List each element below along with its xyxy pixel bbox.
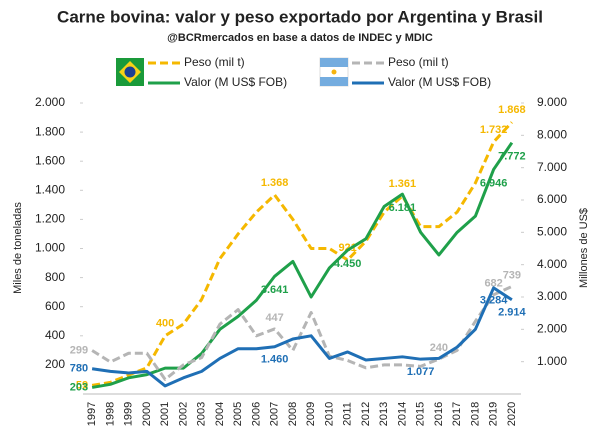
data-label: 1.460	[261, 354, 289, 366]
data-label: 299	[70, 344, 88, 356]
y-tick-label: 1.400	[35, 182, 65, 196]
y-tick-label: 1.000	[35, 241, 65, 255]
brazil-flag	[116, 58, 144, 86]
x-tick-label: 2004	[214, 402, 226, 426]
data-label: 6.946	[480, 177, 508, 189]
x-tick-label: 2007	[269, 402, 281, 426]
y2-tick-label: 5.000	[537, 225, 567, 239]
data-label: 3.641	[261, 284, 289, 296]
y-tick-label: 600	[45, 299, 65, 313]
data-label: 1.868	[498, 104, 526, 116]
y-tick-label: 2.000	[35, 95, 65, 109]
x-tick-label: 2001	[159, 402, 171, 426]
data-label: 1.732	[480, 124, 508, 136]
x-tick-label: 2009	[305, 402, 317, 426]
data-label: 400	[156, 318, 174, 330]
chart-subtitle: @BCRmercados en base a datos de INDEC y …	[167, 32, 433, 44]
x-tick-label: 2011	[342, 402, 354, 426]
x-tick-label: 2014	[396, 402, 408, 426]
data-label: 6.181	[389, 202, 417, 214]
y-tick-label: 1.200	[35, 212, 65, 226]
x-tick-label: 2015	[415, 402, 427, 426]
y2-tick-label: 8.000	[537, 128, 567, 142]
data-label: 447	[265, 312, 283, 324]
y2-tick-label: 2.000	[537, 322, 567, 336]
y-tick-label: 200	[45, 357, 65, 371]
x-tick-label: 2000	[141, 402, 153, 426]
x-tick-label: 2003	[196, 402, 208, 426]
legend-label: Peso (mil t)	[388, 55, 449, 69]
x-tick-label: 2018	[469, 402, 481, 426]
x-tick-label: 2016	[433, 402, 445, 426]
series-line	[91, 121, 513, 387]
data-label: 4.450	[334, 258, 362, 270]
x-tick-label: 2008	[287, 402, 299, 426]
data-label: 203	[70, 381, 88, 393]
x-tick-label: 2019	[488, 402, 500, 426]
y-tick-label: 400	[45, 328, 65, 342]
y-tick-label: 1.600	[35, 153, 65, 167]
y-axis-title: Miles de toneladas	[12, 202, 24, 294]
y2-tick-label: 6.000	[537, 192, 567, 206]
x-tick-label: 2020	[506, 402, 518, 426]
legend-label: Peso (mil t)	[184, 55, 245, 69]
data-label: 739	[503, 269, 521, 281]
y2-axis-title: Millones de US$	[578, 208, 590, 288]
series-line	[91, 286, 513, 388]
series-line	[91, 285, 513, 381]
y-tick-label: 1.800	[35, 124, 65, 138]
data-label: 1.077	[407, 366, 435, 378]
data-label: 59	[76, 379, 88, 391]
legend-label: Valor (M US$ FOB)	[388, 75, 491, 89]
data-label: 921	[338, 242, 356, 254]
argentina-flag	[319, 57, 349, 87]
x-tick-label: 2017	[451, 402, 463, 426]
y2-tick-label: 4.000	[537, 257, 567, 271]
data-label: 240	[430, 342, 448, 354]
data-label: 1.368	[261, 177, 289, 189]
y2-tick-label: 3.000	[537, 289, 567, 303]
x-tick-label: 2005	[232, 402, 244, 426]
data-label: 7.772	[498, 151, 526, 163]
chart-title: Carne bovina: valor y peso exportado por…	[57, 7, 543, 26]
data-label: 682	[484, 278, 502, 290]
x-tick-label: 2006	[250, 402, 262, 426]
x-tick-label: 2010	[323, 402, 335, 426]
x-tick-label: 1997	[86, 402, 98, 426]
y-tick-label: 800	[45, 270, 65, 284]
data-label: 3.284	[480, 295, 508, 307]
y2-tick-label: 7.000	[537, 160, 567, 174]
x-tick-label: 1998	[104, 402, 116, 426]
x-tick-label: 1999	[123, 402, 135, 426]
series-line	[91, 141, 514, 389]
data-label: 1.361	[389, 178, 417, 190]
data-label: 2.914	[498, 307, 526, 319]
x-tick-label: 2012	[360, 402, 372, 426]
y2-tick-label: 9.000	[537, 95, 567, 109]
data-label: 780	[70, 363, 88, 375]
y2-tick-label: 1.000	[537, 354, 567, 368]
x-tick-label: 2002	[177, 402, 189, 426]
legend-label: Valor (M US$ FOB)	[184, 75, 287, 89]
x-tick-label: 2013	[378, 402, 390, 426]
